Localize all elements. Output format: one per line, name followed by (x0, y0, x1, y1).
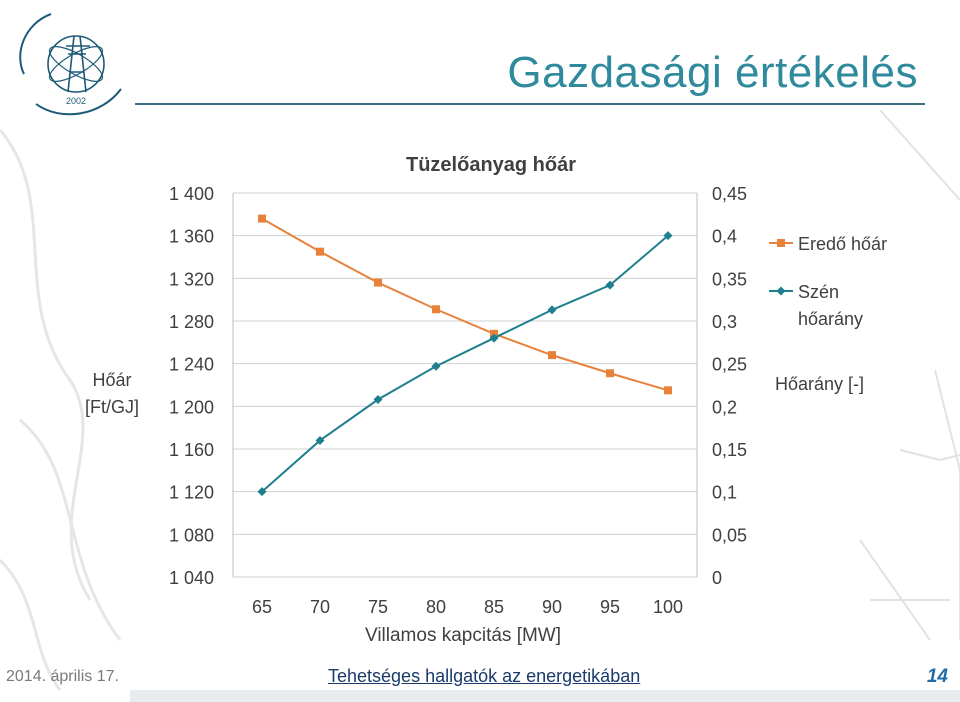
y-right-tick-label: 0,2 (712, 397, 737, 417)
legend-label-2: Szén (798, 282, 839, 302)
data-point-diamond (315, 435, 325, 445)
data-point-square (606, 369, 614, 378)
y-left-tick-label: 1 040 (169, 568, 214, 588)
y-axis-right: 0 0,05 0,1 0,15 0,2 0,25 0,3 0,35 0,4 0,45 (712, 184, 747, 588)
y-left-tick-label: 1 160 (169, 440, 214, 460)
legend-label-2-cont: hőarány (798, 309, 863, 329)
header-divider (135, 103, 925, 105)
y-right-tick-label: 0,05 (712, 525, 747, 545)
x-tick-label: 70 (310, 597, 330, 617)
y-right-tick-label: 0,4 (712, 227, 737, 247)
data-point-diamond (257, 487, 267, 497)
y-left-tick-label: 1 200 (169, 397, 214, 417)
data-point-square (258, 214, 266, 223)
data-point-diamond (547, 305, 557, 315)
y-right-tick-label: 0 (712, 568, 722, 588)
y-right-tick-label: 0,15 (712, 440, 747, 460)
y-left-tick-label: 1 320 (169, 269, 214, 289)
data-point-diamond (605, 280, 615, 290)
y-axis-right-label: Hőarány [-] (775, 374, 864, 394)
data-point-square (432, 305, 440, 314)
x-tick-label: 90 (542, 597, 562, 617)
series-line-2 (261, 234, 669, 493)
y-axis-left: 1 040 1 080 1 120 1 160 1 200 1 240 1 280 1 320… (169, 184, 214, 588)
data-point-square (316, 247, 324, 256)
legend: Eredő hőár Szén hőarány (769, 234, 887, 329)
footer-band (130, 690, 960, 702)
chart-title: Tüzelőanyag hőár (406, 154, 576, 176)
y-left-tick-label: 1 280 (169, 312, 214, 332)
data-point-diamond (489, 333, 499, 343)
grid-lines (232, 192, 698, 578)
y-right-tick-label: 0,25 (712, 355, 747, 375)
logo: 2002 (18, 9, 124, 116)
data-point-square (664, 386, 672, 395)
y-axis-left-label-line2: [Ft/GJ] (85, 397, 139, 417)
y-right-tick-label: 0,3 (712, 312, 737, 332)
logo-year: 2002 (66, 96, 86, 106)
data-point-diamond (373, 395, 383, 405)
x-tick-label: 65 (252, 597, 272, 617)
x-tick-label: 95 (600, 597, 620, 617)
data-point-square (548, 351, 556, 360)
y-right-tick-label: 0,1 (712, 483, 737, 503)
y-left-tick-label: 1 400 (169, 184, 214, 204)
y-left-tick-label: 1 240 (169, 355, 214, 375)
legend-label-1: Eredő hőár (798, 234, 887, 254)
x-tick-label: 80 (426, 597, 446, 617)
footer-title-link[interactable]: Tehetséges hallgatók az energetikában (328, 666, 641, 686)
y-left-tick-label: 1 080 (169, 525, 214, 545)
y-left-tick-label: 1 360 (169, 227, 214, 247)
x-axis-label: Villamos kapcitás [MW] (365, 625, 561, 646)
footer-date: 2014. április 17. (6, 668, 119, 685)
data-point-diamond (431, 361, 441, 371)
y-right-tick-label: 0,45 (712, 184, 747, 204)
legend-swatch-marker-2 (776, 286, 786, 296)
legend-swatch-marker-1 (777, 239, 785, 247)
series-line-1 (261, 217, 669, 392)
page-title: Gazdasági értékelés (507, 48, 918, 97)
x-tick-label: 85 (484, 597, 504, 617)
page-number: 14 (926, 666, 948, 687)
x-tick-label: 75 (368, 597, 388, 617)
y-axis-left-label-line1: Hőár (92, 370, 131, 390)
data-point-square (374, 278, 382, 287)
x-axis: 65 70 75 80 85 90 95 100 (252, 597, 683, 617)
y-left-tick-label: 1 120 (169, 483, 214, 503)
y-right-tick-label: 0,35 (712, 269, 747, 289)
x-tick-label: 100 (653, 597, 683, 617)
series (257, 214, 673, 497)
data-point-diamond (663, 231, 673, 241)
